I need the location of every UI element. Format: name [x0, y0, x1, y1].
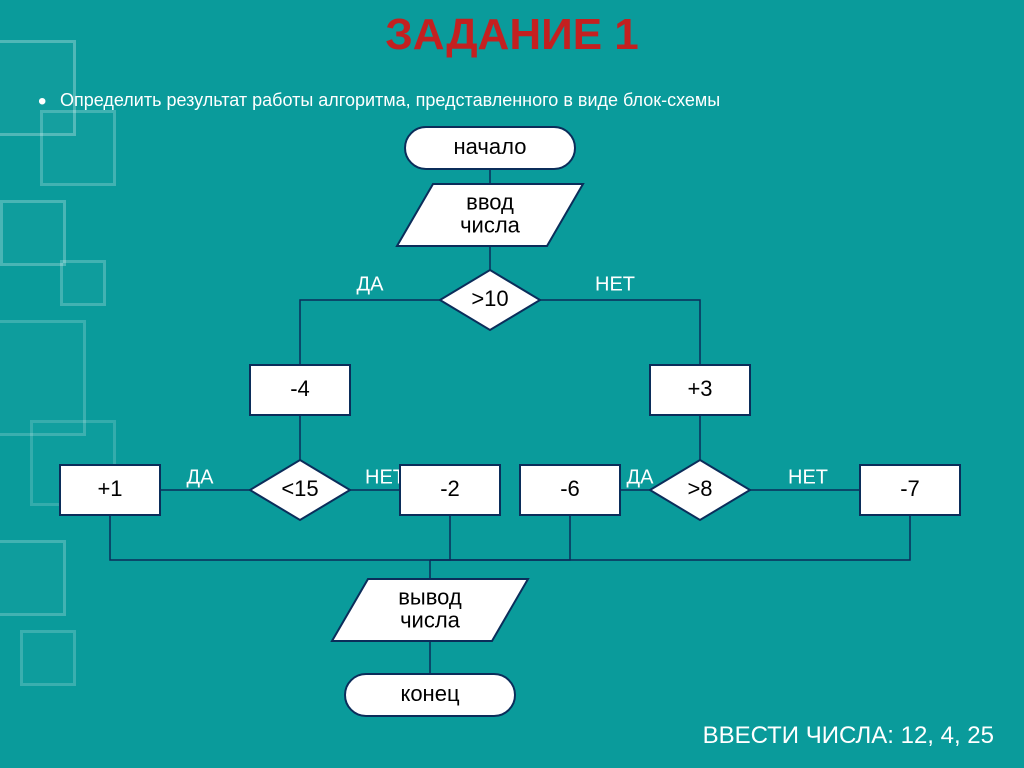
- svg-text:+1: +1: [97, 476, 122, 501]
- slide: ЗАДАНИЕ 1 Определить результат работы ал…: [0, 0, 1024, 768]
- flowchart: ДАНЕТДАНЕТДАНЕТначаловводчисла>10-4+3<15…: [0, 0, 1024, 768]
- svg-text:>8: >8: [687, 476, 712, 501]
- svg-text:НЕТ: НЕТ: [595, 273, 635, 295]
- svg-text:-2: -2: [440, 476, 460, 501]
- svg-text:вывод: вывод: [398, 584, 462, 609]
- svg-text:числа: числа: [400, 607, 461, 632]
- svg-text:начало: начало: [454, 134, 527, 159]
- svg-text:ДА: ДА: [187, 466, 215, 488]
- svg-text:-4: -4: [290, 376, 310, 401]
- svg-text:>10: >10: [471, 286, 508, 311]
- svg-text:<15: <15: [281, 476, 318, 501]
- input-numbers: ВВЕСТИ ЧИСЛА: 12, 4, 25: [703, 722, 994, 750]
- svg-text:конец: конец: [400, 681, 459, 706]
- svg-text:+3: +3: [687, 376, 712, 401]
- svg-text:ДА: ДА: [627, 466, 655, 488]
- svg-text:НЕТ: НЕТ: [788, 466, 828, 488]
- svg-text:ввод: ввод: [466, 189, 514, 214]
- svg-text:ДА: ДА: [357, 273, 385, 295]
- svg-text:-7: -7: [900, 476, 920, 501]
- svg-text:-6: -6: [560, 476, 580, 501]
- svg-text:числа: числа: [460, 212, 521, 237]
